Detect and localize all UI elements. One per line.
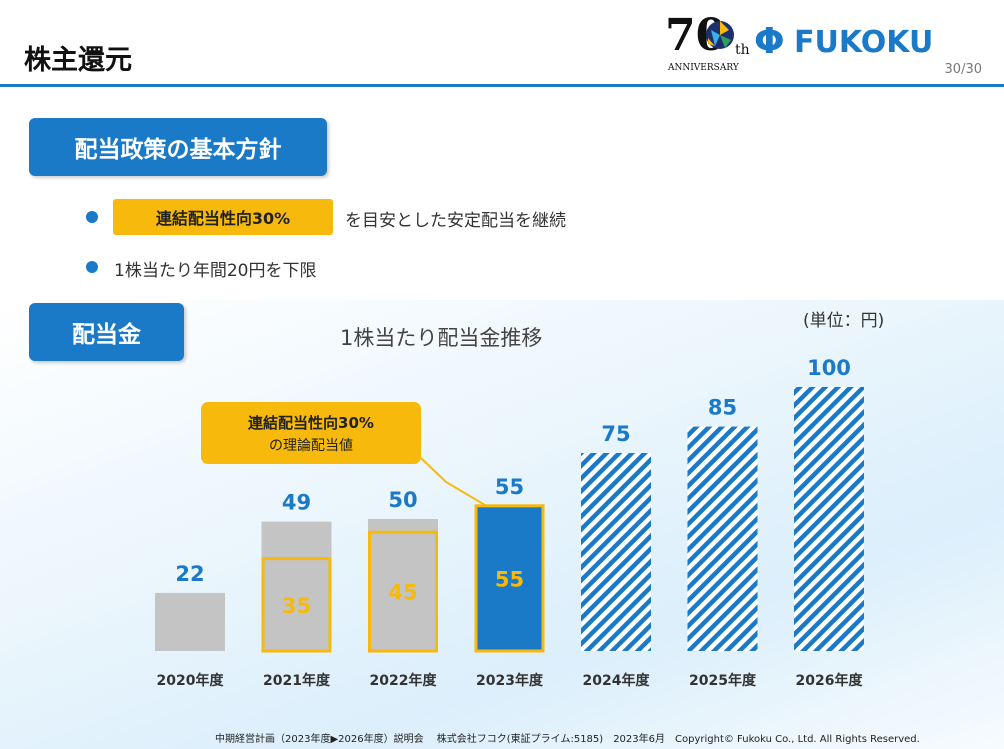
callout-line-2: の理論配当値	[269, 437, 353, 454]
payout-ratio-highlight: 連結配当性向30%	[113, 199, 333, 235]
bullet-dot-2	[86, 261, 98, 273]
chart-title: 1株当たり配当金推移	[340, 326, 543, 350]
total-value-label-6: 85	[708, 396, 737, 420]
total-value-label-4: 55	[495, 475, 524, 499]
category-label-1: 2020年度	[157, 672, 225, 689]
bar-total-7	[794, 387, 864, 651]
payout-callout: 連結配当性向30% の理論配当値	[201, 402, 421, 464]
anniversary-logo: 70 th ANNIVERSARY	[665, 10, 750, 73]
footer-text: 中期経営計画（2023年度▶2026年度）説明会 株式会社フコク(東証プライム:…	[215, 734, 920, 745]
fukoku-wordmark: FUKOKU	[794, 25, 933, 60]
category-label-2: 2021年度	[263, 672, 331, 689]
fukoku-symbol: Φ	[754, 21, 785, 60]
total-value-label-1: 22	[175, 562, 204, 586]
bar-ratio-3	[368, 530, 438, 653]
header-divider	[0, 84, 1004, 87]
total-value-label-7: 100	[807, 356, 851, 380]
total-value-label-3: 50	[388, 488, 417, 512]
bullet-2-text: 1株当たり年間20円を下限	[114, 261, 317, 281]
ratio-value-label-2: 35	[282, 594, 311, 618]
anniversary-mosaic-icon	[706, 21, 734, 49]
bar-total-5	[581, 453, 651, 651]
category-label-6: 2025年度	[689, 672, 757, 689]
callout-connector	[420, 457, 491, 509]
bar-total-1	[155, 592, 225, 651]
category-label-3: 2022年度	[370, 672, 438, 689]
bar-ratio-2	[261, 557, 332, 653]
ratio-value-label-3: 45	[388, 581, 417, 605]
bar-total-6	[687, 426, 758, 651]
bar-total-4	[474, 504, 545, 653]
category-label-5: 2024年度	[583, 672, 651, 689]
callout-line-1: 連結配当性向30%	[248, 413, 374, 432]
fukoku-logo: Φ FUKOKU	[754, 21, 933, 60]
policy-heading: 配当政策の基本方針	[29, 118, 327, 176]
category-label-4: 2023年度	[476, 672, 544, 689]
bullet-dot-1	[86, 211, 98, 223]
bullet-1-text: を目安とした安定配当を継続	[345, 211, 566, 231]
ratio-value-label-4: 55	[495, 567, 524, 591]
total-value-label-5: 75	[601, 422, 630, 446]
dividend-heading: 配当金	[29, 303, 184, 361]
category-label-7: 2026年度	[796, 672, 864, 689]
anniversary-suffix: th	[735, 42, 750, 58]
total-value-label-2: 49	[282, 491, 311, 515]
chart-unit: (単位：円)	[803, 311, 885, 331]
page-number: 30/30	[944, 62, 982, 77]
anniversary-label: ANNIVERSARY	[667, 63, 740, 73]
page-title: 株主還元	[24, 45, 132, 76]
